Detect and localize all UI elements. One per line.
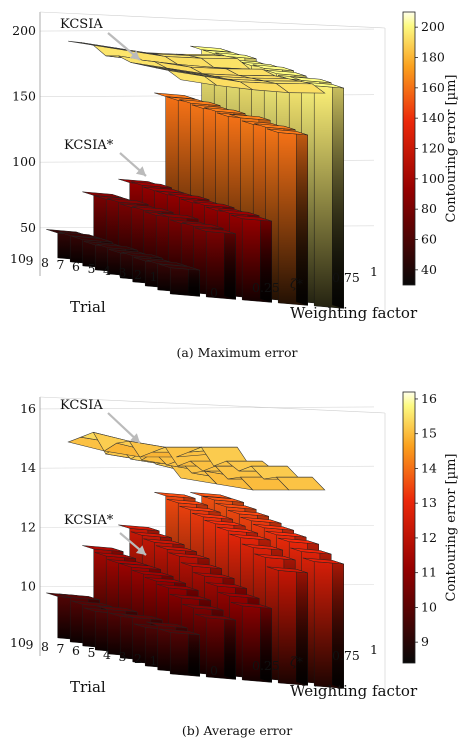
weight-tick-label: 0.25 [252, 658, 280, 673]
weight-tick-label: 0 [210, 663, 218, 678]
z-tick-label: 14 [20, 460, 36, 475]
colorbar-tick-label: 16 [421, 391, 437, 406]
weight-tick-label: 1 [370, 642, 378, 657]
z-tick-label: 150 [12, 89, 36, 104]
trial-tick-label: 5 [88, 261, 96, 276]
colorbar-tick-label: 60 [421, 232, 437, 247]
bar [194, 227, 236, 300]
trial-tick-label: 2 [134, 651, 142, 666]
trial-tick-label: 2 [134, 267, 142, 282]
bars [46, 492, 344, 689]
trial-tick-label: 10 [10, 635, 26, 650]
colorbar-tick-label: 11 [421, 565, 437, 580]
z-tick-label: 16 [20, 401, 36, 416]
surface-patch [275, 476, 326, 491]
z-tick-label: 200 [12, 23, 36, 38]
colorbar-bar [402, 391, 416, 664]
weight-tick-label: 0.75 [332, 270, 360, 285]
weight-tick-label: ζ* [290, 276, 304, 291]
trial-tick-label: 9 [26, 253, 34, 268]
bar [230, 214, 272, 303]
colorbar-tick-label: 180 [421, 50, 445, 65]
weight-tick-label: ζ* [290, 654, 304, 669]
annotation-arrow [119, 152, 147, 177]
annotation-kcsia: KCSIA [60, 17, 103, 32]
weight-tick-label: 1 [370, 264, 378, 279]
z-tick-label: 50 [20, 220, 36, 235]
trial-tick-label: 3 [119, 265, 127, 280]
trial-tick-label: 7 [57, 641, 65, 656]
weight-tick-label: 0 [210, 285, 218, 300]
trial-tick-label: 8 [41, 255, 49, 270]
x-axis-label: Weighting factor [290, 682, 418, 700]
annotation-arrow [107, 32, 141, 61]
annotation-kcsia-star: KCSIA* [64, 513, 114, 528]
bar [302, 557, 344, 689]
colorbar-tick-label: 12 [421, 530, 437, 545]
annotation-kcsia: KCSIA [60, 398, 103, 413]
bars [46, 45, 344, 309]
colorbar: 40 60 80 100 120 140 160 180 200 [402, 11, 445, 286]
weight-tick-label: 0.25 [252, 280, 280, 295]
colorbar-tick-label: 120 [421, 141, 445, 156]
bar [266, 566, 308, 686]
annotation-arrow [119, 532, 147, 556]
colorbar-tick-label: 80 [421, 201, 437, 216]
annotation-kcsia-star: KCSIA* [64, 138, 114, 153]
colorbar-tick-label: 10 [421, 599, 437, 614]
x-axis-label: Weighting factor [290, 304, 418, 322]
trial-tick-label: 5 [88, 645, 96, 660]
trial-tick-label: 7 [57, 257, 65, 272]
kcsia-surface [68, 40, 326, 94]
y-axis-label: Trial [70, 678, 106, 696]
colorbar-tick-label: 40 [421, 262, 437, 277]
bar [302, 81, 344, 309]
bar [230, 602, 272, 683]
trial-tick-label: 9 [26, 637, 34, 652]
caption: (b) Average error [182, 723, 292, 738]
caption: (a) Maximum error [176, 345, 297, 360]
colorbar-tick-label: 13 [421, 495, 437, 510]
colorbar-tick-label: 15 [421, 426, 437, 441]
colorbar-tick-label: 14 [421, 460, 437, 475]
y-axis-label: Trial [70, 298, 106, 316]
trial-tick-label: 4 [103, 263, 111, 278]
trial-tick-label: 6 [72, 259, 80, 274]
colorbar-tick-label: 100 [421, 171, 445, 186]
colorbar-tick-label: 9 [421, 634, 429, 649]
bar [158, 628, 200, 677]
trial-tick-label: 4 [103, 647, 111, 662]
z-tick-label: 12 [20, 519, 36, 534]
bar [266, 128, 308, 306]
weight-tick-label: 0.75 [332, 648, 360, 663]
z-tick-label: 100 [12, 154, 36, 169]
z-tick-label: 10 [20, 579, 36, 594]
bar [158, 263, 200, 297]
trial-tick-label: 10 [10, 251, 26, 266]
surface-patch [275, 83, 326, 94]
bar [194, 613, 236, 680]
trial-tick-label: 8 [41, 639, 49, 654]
colorbar-bar [402, 11, 416, 286]
colorbar-tick-label: 160 [421, 80, 445, 95]
colorbar-tick-label: 140 [421, 110, 445, 125]
trial-tick-label: 1 [150, 269, 158, 284]
colorbar: 9 10 11 12 13 14 15 16 [402, 391, 437, 664]
colorbar-label: Contouring error [µm] [444, 75, 459, 223]
trial-tick-label: 3 [119, 649, 127, 664]
annotation-arrows [107, 32, 147, 177]
colorbar-tick-label: 200 [421, 19, 445, 34]
trial-tick-label: 6 [72, 643, 80, 658]
annotation-arrow [107, 412, 141, 444]
annotation-arrows [107, 412, 147, 556]
colorbar-label: Contouring error [µm] [444, 454, 459, 602]
trial-tick-label: 1 [150, 653, 158, 668]
kcsia-surface [67, 431, 326, 491]
